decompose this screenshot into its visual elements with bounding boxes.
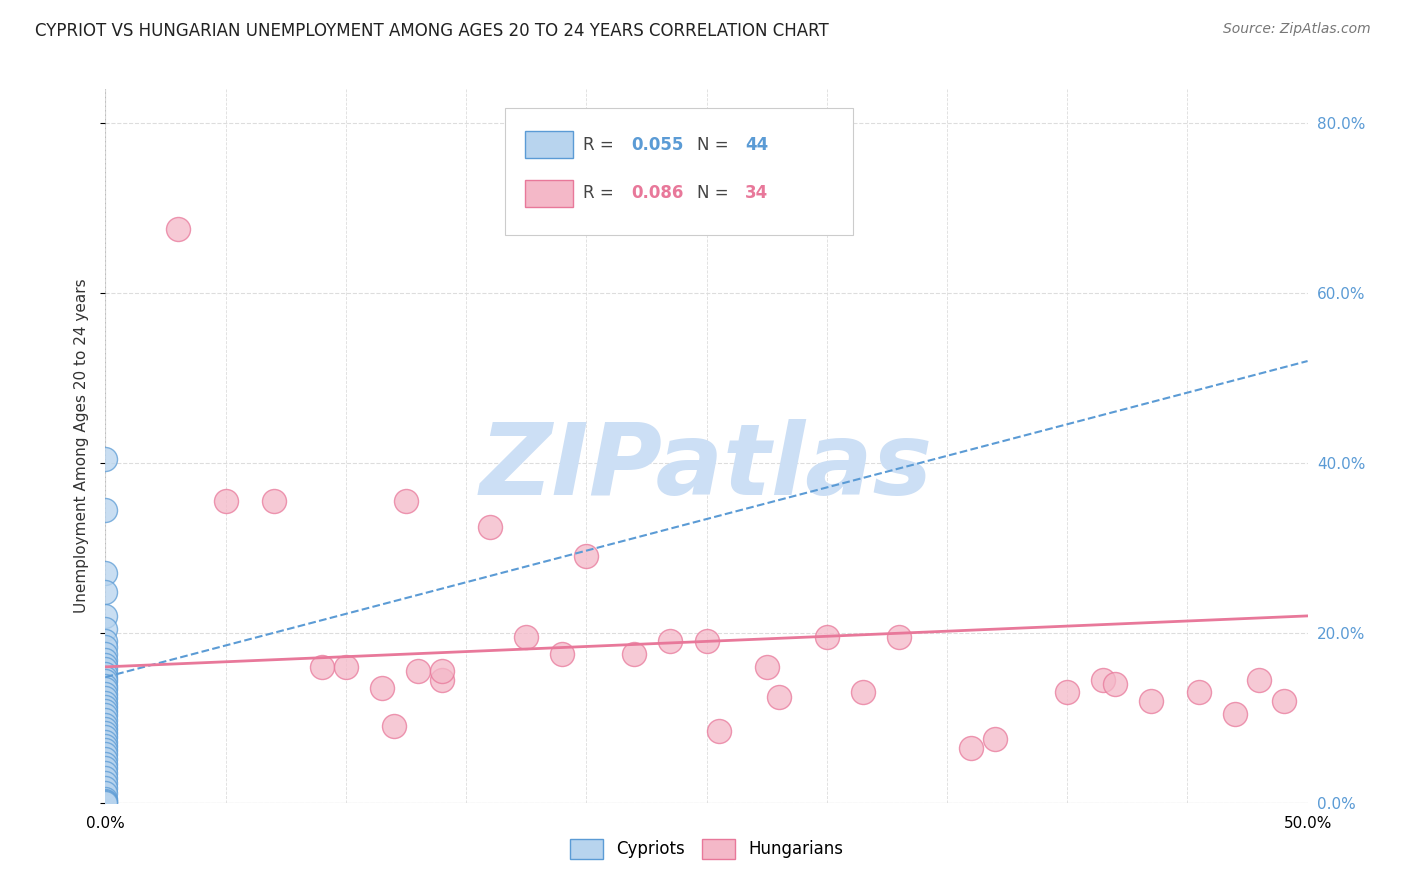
Text: N =: N = — [697, 136, 734, 153]
Bar — [524, 180, 574, 207]
Point — [94, 691, 117, 706]
Point — [1249, 673, 1271, 687]
Point — [94, 756, 117, 771]
Point — [94, 743, 117, 757]
Point — [94, 622, 117, 636]
Text: CYPRIOT VS HUNGARIAN UNEMPLOYMENT AMONG AGES 20 TO 24 YEARS CORRELATION CHART: CYPRIOT VS HUNGARIAN UNEMPLOYMENT AMONG … — [35, 22, 830, 40]
Point — [659, 634, 682, 648]
Point — [94, 696, 117, 710]
Point — [214, 494, 236, 508]
Point — [960, 740, 983, 755]
Point — [94, 761, 117, 775]
Point — [94, 671, 117, 685]
Point — [94, 699, 117, 714]
Text: R =: R = — [582, 185, 619, 202]
Point — [984, 732, 1007, 747]
Point — [94, 747, 117, 762]
Point — [94, 766, 117, 780]
Point — [263, 494, 285, 508]
Point — [94, 647, 117, 661]
Point — [94, 713, 117, 727]
Point — [1272, 694, 1295, 708]
Point — [94, 585, 117, 599]
Point — [94, 734, 117, 748]
Point — [94, 451, 117, 466]
Point — [623, 647, 645, 661]
Text: 0.055: 0.055 — [631, 136, 683, 153]
Point — [94, 796, 117, 810]
Point — [94, 662, 117, 676]
Point — [94, 634, 117, 648]
Point — [94, 640, 117, 655]
Point — [707, 723, 730, 738]
Text: N =: N = — [697, 185, 734, 202]
Point — [94, 791, 117, 805]
Point — [94, 739, 117, 753]
Point — [94, 674, 117, 689]
Point — [1140, 694, 1163, 708]
Point — [94, 776, 117, 790]
Point — [311, 660, 333, 674]
Point — [94, 795, 117, 809]
Point — [1225, 706, 1247, 721]
Point — [94, 731, 117, 745]
Point — [94, 708, 117, 723]
Point — [515, 630, 537, 644]
Text: 34: 34 — [745, 185, 768, 202]
Point — [94, 726, 117, 740]
Text: R =: R = — [582, 136, 619, 153]
Point — [335, 660, 357, 674]
Text: 0.086: 0.086 — [631, 185, 683, 202]
Point — [696, 634, 718, 648]
Point — [768, 690, 790, 704]
Point — [1104, 677, 1126, 691]
Point — [94, 566, 117, 581]
Point — [94, 679, 117, 693]
Point — [887, 630, 910, 644]
Text: Source: ZipAtlas.com: Source: ZipAtlas.com — [1223, 22, 1371, 37]
Point — [382, 719, 405, 733]
Point — [94, 687, 117, 701]
Text: ZIPatlas: ZIPatlas — [479, 419, 934, 516]
Point — [406, 664, 429, 678]
Point — [94, 658, 117, 673]
Point — [94, 717, 117, 731]
Point — [94, 794, 117, 808]
Point — [94, 704, 117, 718]
Point — [166, 222, 188, 236]
Point — [430, 673, 453, 687]
Point — [852, 685, 875, 699]
Point — [94, 751, 117, 765]
Point — [575, 549, 598, 564]
Point — [1188, 685, 1211, 699]
Point — [94, 681, 117, 696]
Bar — [524, 131, 574, 159]
Point — [430, 664, 453, 678]
Text: 44: 44 — [745, 136, 768, 153]
Point — [1092, 673, 1115, 687]
Point — [755, 660, 778, 674]
Point — [94, 653, 117, 667]
Point — [94, 502, 117, 516]
Point — [94, 771, 117, 785]
Point — [395, 494, 418, 508]
FancyBboxPatch shape — [505, 109, 853, 235]
Point — [551, 647, 574, 661]
Point — [94, 781, 117, 796]
Point — [371, 681, 394, 695]
Legend: Cypriots, Hungarians: Cypriots, Hungarians — [562, 832, 851, 866]
Point — [94, 666, 117, 681]
Point — [815, 630, 838, 644]
Point — [94, 787, 117, 801]
Point — [1056, 685, 1078, 699]
Point — [94, 608, 117, 623]
Point — [94, 722, 117, 736]
Point — [479, 519, 502, 533]
Y-axis label: Unemployment Among Ages 20 to 24 years: Unemployment Among Ages 20 to 24 years — [75, 278, 90, 614]
